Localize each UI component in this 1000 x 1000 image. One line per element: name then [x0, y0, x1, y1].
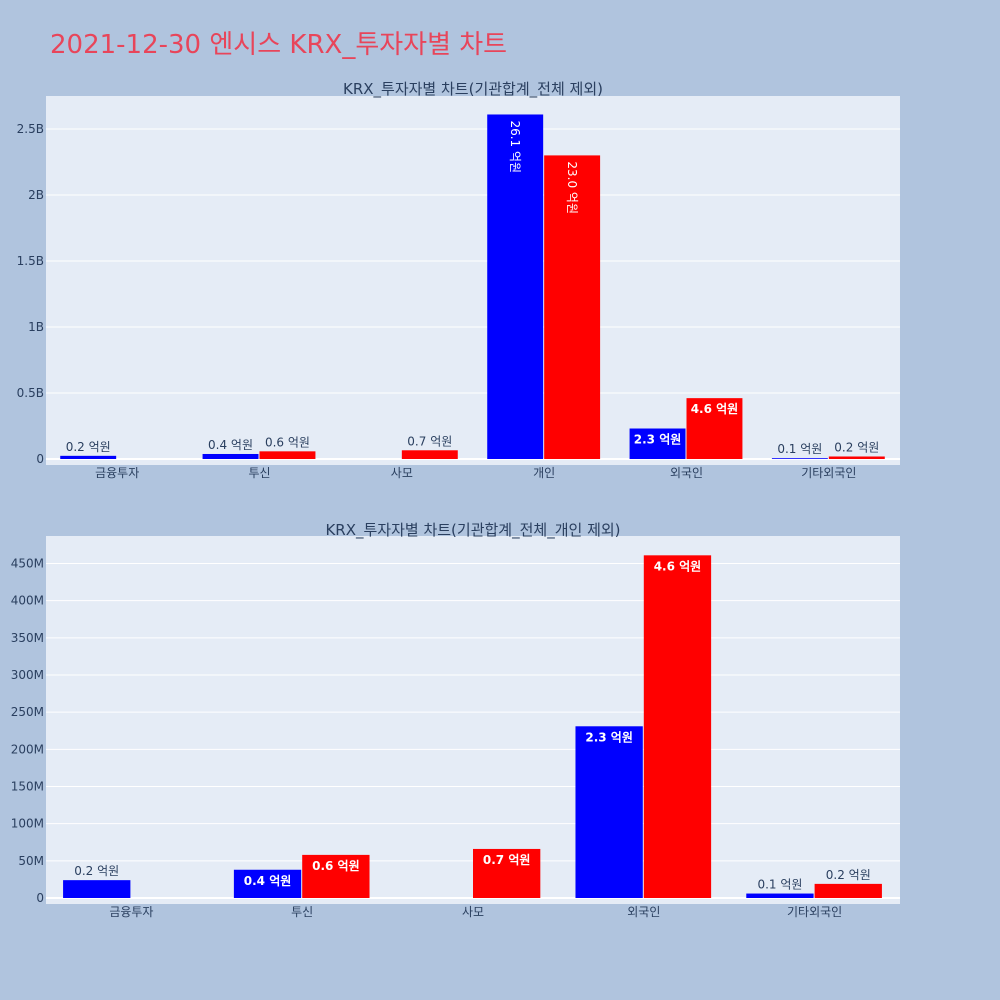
- data-label: 26.1 억원: [508, 120, 522, 173]
- x-tick-label: 기타외국인: [787, 905, 842, 919]
- y-tick-label: 350M: [11, 631, 44, 645]
- data-label: 0.7 억원: [483, 853, 531, 867]
- data-label: 0.2 억원: [834, 440, 879, 454]
- buy-bar: [771, 458, 828, 459]
- x-tick-label: 외국인: [627, 905, 660, 919]
- data-label: 0.4 억원: [244, 874, 292, 888]
- data-label: 0.2 억원: [826, 868, 871, 882]
- x-tick-label: 투신: [291, 905, 313, 919]
- y-tick-label: 400M: [11, 594, 44, 608]
- sell-bar: [643, 555, 712, 898]
- sell-bar: [473, 848, 541, 898]
- y-tick-label: 200M: [11, 742, 44, 756]
- chart-2: 0 50M 100M 150M 200M 250M 300M 350M 400M 450M KRX_…: [11, 521, 900, 919]
- sell-bar: [544, 155, 601, 459]
- sell-bar: [814, 883, 882, 898]
- y-tick-label: 2.5B: [17, 122, 44, 136]
- sell-bar: [686, 398, 743, 459]
- buy-bar: [487, 114, 544, 459]
- x-tick-label: 금융투자: [95, 466, 139, 480]
- buy-bar: [202, 453, 259, 459]
- sell-bar: [302, 854, 370, 898]
- buy-bar: [63, 880, 131, 898]
- x-tick-label: 사모: [391, 466, 413, 480]
- y-tick-label: 0: [36, 452, 44, 466]
- y-tick-label: 150M: [11, 780, 44, 794]
- sell-bar: [401, 450, 458, 459]
- buy-bar: [629, 428, 686, 459]
- y-tick-label: 100M: [11, 817, 44, 831]
- data-label: 0.1 억원: [757, 878, 802, 892]
- data-label: 0.1 억원: [777, 442, 822, 456]
- sell-bar: [259, 451, 316, 459]
- y-tick-label: 50M: [18, 854, 44, 868]
- y-tick-label: 250M: [11, 705, 44, 719]
- x-tick-label: 사모: [462, 905, 484, 919]
- data-label: 0.4 억원: [208, 438, 253, 452]
- y-tick-label: 1.5B: [17, 254, 44, 268]
- data-label: 4.6 억원: [654, 559, 702, 573]
- data-label: 4.6 억원: [691, 402, 739, 416]
- sell-bar: [828, 456, 885, 459]
- page-title: 2021-12-30 엔시스 KRX_투자자별 차트: [50, 30, 508, 60]
- x-tick-label: 개인: [533, 466, 555, 480]
- x-tick-label: 금융투자: [109, 905, 153, 919]
- data-label: 23.0 억원: [565, 161, 579, 214]
- chart-1: 0 0.5B 1B 1.5B 2B 2.5B KRX_투자자별 차트(기관합계_전체 제외)…: [17, 80, 900, 480]
- data-label: 2.3 억원: [585, 730, 633, 744]
- y-tick-label: 300M: [11, 668, 44, 682]
- x-tick-label: 기타외국인: [801, 466, 856, 480]
- buy-bar: [746, 893, 814, 898]
- data-label: 2.3 억원: [634, 433, 682, 447]
- chart-title: KRX_투자자별 차트(기관합계_전체 제외): [343, 80, 603, 99]
- x-tick-label: 투신: [248, 466, 270, 480]
- data-label: 0.6 억원: [312, 859, 360, 873]
- y-tick-label: 0.5B: [17, 386, 44, 400]
- buy-bar: [575, 726, 643, 898]
- plot-area: [46, 536, 900, 904]
- chart-title: KRX_투자자별 차트(기관합계_전체_개인 제외): [325, 521, 620, 540]
- data-label: 0.7 억원: [407, 434, 452, 448]
- y-tick-label: 450M: [11, 557, 44, 571]
- data-label: 0.2 억원: [74, 864, 119, 878]
- x-tick-label: 외국인: [670, 466, 703, 480]
- buy-bar: [233, 869, 302, 898]
- data-label: 0.2 억원: [66, 440, 111, 454]
- plot-area: [46, 96, 900, 465]
- buy-bar: [60, 455, 117, 459]
- y-tick-label: 2B: [28, 188, 44, 202]
- data-label: 0.6 억원: [265, 435, 310, 449]
- y-tick-label: 1B: [28, 320, 44, 334]
- y-tick-label: 0: [36, 891, 44, 905]
